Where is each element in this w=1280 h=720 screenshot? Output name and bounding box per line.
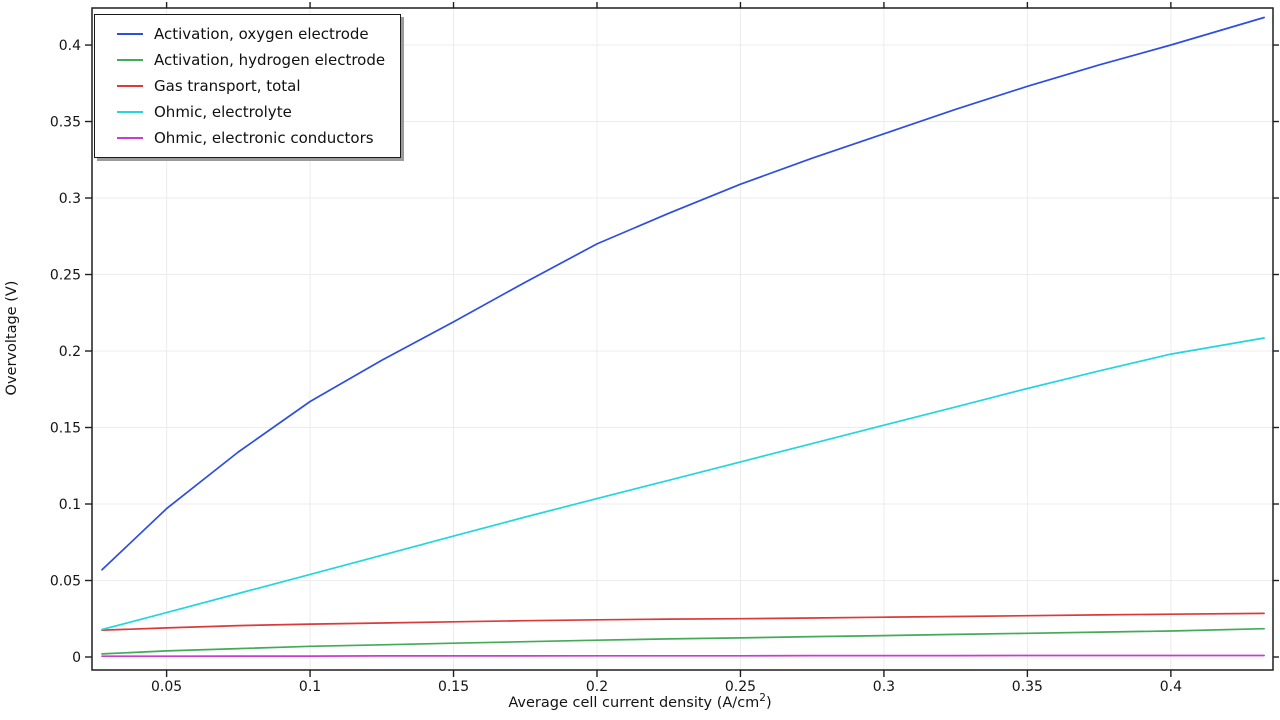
legend-item-activation-hydrogen-electrode: Activation, hydrogen electrode [104,47,385,73]
legend-label: Activation, hydrogen electrode [154,51,386,69]
x-tick-label: 0.1 [299,679,321,695]
legend-item-ohmic-electronic-conductors: Ohmic, electronic conductors [104,125,385,151]
legend-item-gas-transport-total: Gas transport, total [104,73,385,99]
x-axis-label-text: Average cell current density (A/cm [508,694,760,711]
y-axis-label: Overvoltage (V) [4,280,20,396]
x-tick-label: 0.4 [1160,679,1182,695]
x-axis-label-superscript: 2 [759,692,766,704]
y-tick-label: 0.15 [50,421,81,437]
y-tick-label: 0.25 [50,268,81,284]
legend-label: Ohmic, electronic conductors [154,129,374,147]
x-axis-label: Average cell current density (A/cm2) [0,692,1280,711]
axis-frame [91,7,1274,671]
legend-item-activation-oxygen-electrode: Activation, oxygen electrode [104,21,385,47]
x-axis-label-close: ) [765,694,772,711]
legend-label: Ohmic, electrolyte [154,103,292,121]
legend-line-swatch [117,59,143,61]
x-tick-label: 0.15 [438,679,469,695]
series-line-ohmic-electrolyte [101,337,1265,631]
legend-line-swatch [117,33,143,35]
legend-line-swatch [117,111,143,113]
y-tick-label: 0.1 [59,497,81,513]
series-line-gas-transport-total [101,612,1265,632]
x-tick-label: 0.35 [1012,679,1043,695]
y-tick-label: 0.4 [59,38,81,54]
series-line-ohmic-electronic-conductors [101,654,1265,658]
y-tick-label: 0.35 [50,115,81,131]
x-tick-label: 0.25 [725,679,756,695]
series-line-activation-hydrogen-electrode [101,627,1265,655]
y-tick-label: 0.2 [59,344,81,360]
x-tick-label: 0.2 [586,679,608,695]
legend-line-swatch [117,137,143,139]
x-tick-label: 0.05 [151,679,182,695]
y-tick-label: 0.05 [50,573,81,589]
legend-item-ohmic-electrolyte: Ohmic, electrolyte [104,99,385,125]
y-tick-label: 0.3 [59,191,81,207]
chart-legend: Activation, oxygen electrode Activation, … [94,14,402,158]
y-tick-label: 0 [72,650,81,666]
series-line-activation-oxygen-electrode [101,16,1265,571]
legend-label: Activation, oxygen electrode [154,25,369,43]
x-tick-label: 0.3 [873,679,895,695]
legend-line-swatch [117,85,143,87]
legend-label: Gas transport, total [154,77,301,95]
